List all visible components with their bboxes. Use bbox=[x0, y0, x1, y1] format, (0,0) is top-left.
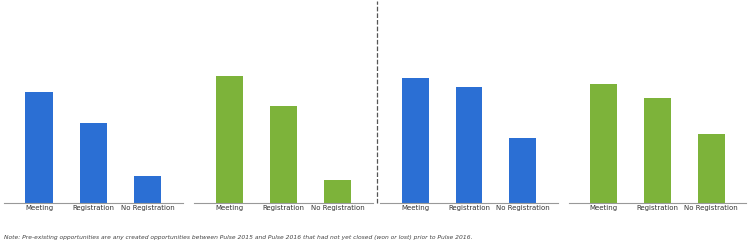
Bar bbox=[215, 76, 243, 203]
Bar bbox=[80, 123, 106, 203]
Bar bbox=[455, 87, 482, 203]
Text: Enterprise: Enterprise bbox=[576, 42, 629, 51]
Text: Note: Pre-existing opportunities are any created opportunities between Pulse 201: Note: Pre-existing opportunities are any… bbox=[4, 235, 472, 240]
Bar bbox=[270, 106, 297, 203]
Bar bbox=[644, 98, 671, 203]
Bar bbox=[402, 78, 429, 203]
Bar bbox=[134, 176, 161, 203]
Bar bbox=[509, 138, 536, 203]
Text: Enterprise: Enterprise bbox=[201, 42, 254, 51]
Bar bbox=[324, 180, 351, 203]
Text: Overall: Overall bbox=[387, 42, 424, 51]
Bar bbox=[698, 134, 724, 203]
Text: Pulse 2016 Pre-Existing New Biz Opps Celebrating Avg. ARR ($k): Pulse 2016 Pre-Existing New Biz Opps Cel… bbox=[386, 14, 714, 23]
Text: Pulse 2016 Pre-Existing New Biz Opps Win Rate: Pulse 2016 Pre-Existing New Biz Opps Win… bbox=[9, 14, 252, 23]
Text: Overall: Overall bbox=[11, 42, 47, 51]
Bar bbox=[26, 92, 53, 203]
Bar bbox=[590, 84, 617, 203]
